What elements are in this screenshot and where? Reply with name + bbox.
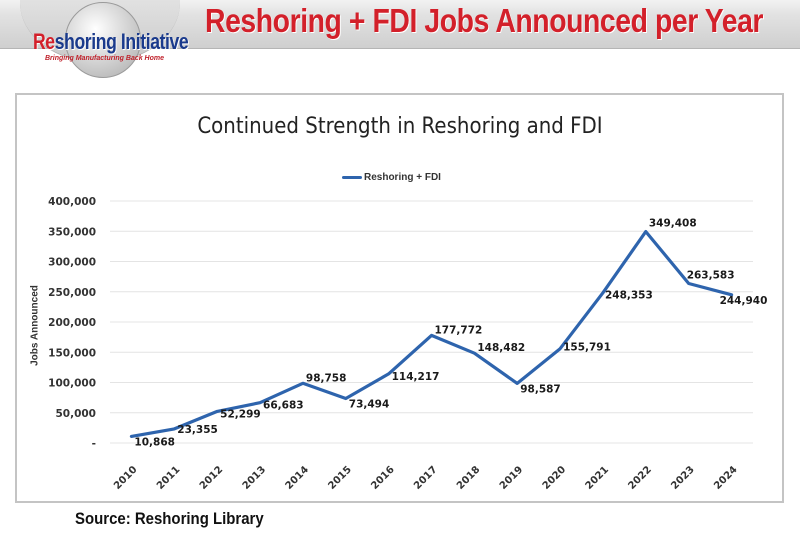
globe-icon <box>65 2 141 78</box>
y-tick-label: 300,000 <box>48 257 96 269</box>
y-tick-label: 400,000 <box>48 196 96 208</box>
x-tick-label: 2024 <box>712 464 739 491</box>
data-label: 155,791 <box>563 342 611 354</box>
data-label: 244,940 <box>720 295 768 307</box>
logo-tagline: Bringing Manufacturing Back Home <box>45 55 165 62</box>
gridlines <box>110 200 753 444</box>
x-tick-label: 2019 <box>498 464 525 491</box>
y-tick-label: 150,000 <box>48 347 96 359</box>
y-tick-label: - <box>92 438 96 450</box>
x-tick-label: 2021 <box>584 464 611 491</box>
data-label: 23,355 <box>177 424 218 436</box>
banner-title: Reshoring + FDI Jobs Announced per Year <box>205 2 764 39</box>
legend-line-swatch <box>342 176 362 179</box>
x-tick-label: 2023 <box>669 464 696 491</box>
x-tick-label: 2011 <box>155 464 182 491</box>
data-label: 73,494 <box>349 399 390 411</box>
data-label: 66,683 <box>263 400 304 412</box>
series-line-reshoring-fdi <box>129 230 734 438</box>
data-label: 98,587 <box>520 383 561 395</box>
data-label: 148,482 <box>477 342 525 354</box>
reshoring-initiative-logo: Reshoring Initiative Bringing Manufactur… <box>0 0 200 80</box>
x-tick-label: 2022 <box>626 464 653 491</box>
x-axis-ticks: 2010 2011 2012 2013 2014 2015 2016 2017 2018 2019… <box>112 464 740 491</box>
y-tick-label: 50,000 <box>55 408 96 420</box>
y-tick-label: 350,000 <box>48 226 96 238</box>
source-note: Source: Reshoring Library <box>75 509 264 528</box>
data-label: 52,299 <box>220 408 261 420</box>
x-tick-label: 2016 <box>369 464 396 491</box>
logo-name: shoring Initiative <box>54 29 189 54</box>
logo-wordmark: Reshoring Initiative <box>33 29 189 55</box>
y-tick-label: 200,000 <box>48 317 96 329</box>
logo-prefix: Re <box>33 29 55 54</box>
chart-legend: Reshoring + FDI <box>342 172 441 183</box>
y-axis-ticks: - 50,000 100,000 150,000 200,000 250,000 300,0… <box>48 196 96 450</box>
x-tick-label: 2013 <box>241 464 268 491</box>
x-tick-label: 2020 <box>541 464 568 491</box>
x-tick-label: 2018 <box>455 464 482 491</box>
data-label: 114,217 <box>392 371 440 383</box>
legend-label: Reshoring + FDI <box>364 172 441 183</box>
x-tick-label: 2010 <box>112 464 139 491</box>
data-label: 10,868 <box>134 436 175 448</box>
x-tick-label: 2012 <box>198 464 225 491</box>
y-tick-label: 250,000 <box>48 287 96 299</box>
chart-title: Continued Strength in Reshoring and FDI <box>197 114 603 139</box>
data-label: 98,758 <box>306 372 347 384</box>
data-label: 248,353 <box>605 290 653 302</box>
y-tick-label: 100,000 <box>48 378 96 390</box>
x-tick-label: 2015 <box>326 464 353 491</box>
data-label: 177,772 <box>435 324 483 336</box>
data-label: 349,408 <box>649 218 697 230</box>
x-tick-label: 2017 <box>412 464 439 491</box>
data-label: 263,583 <box>687 270 735 282</box>
x-tick-label: 2014 <box>284 464 311 491</box>
